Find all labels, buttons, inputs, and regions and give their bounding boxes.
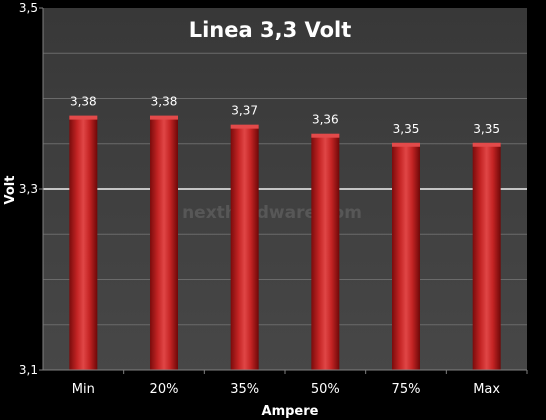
y-tick-labels: 3,1 3,3 3,5	[19, 1, 43, 377]
bar	[69, 116, 98, 370]
bar-value-labels: 3,38 3,38 3,37 3,36 3,35 3,35	[70, 95, 500, 136]
bar-value-label: 3,36	[312, 113, 339, 127]
bars	[69, 115, 501, 371]
y-tick-label: 3,3	[19, 182, 38, 196]
bar-cap	[230, 124, 259, 129]
x-tick-label: Min	[72, 382, 95, 397]
bar-cap	[69, 115, 98, 120]
bar	[230, 125, 259, 371]
x-tick-labels: Min 20% 35% 50% 75% Max	[72, 370, 528, 397]
bar	[472, 143, 501, 370]
bar	[150, 116, 178, 370]
bar-value-label: 3,37	[231, 104, 258, 118]
x-tick-label: 50%	[311, 382, 340, 397]
bar	[392, 143, 420, 370]
bar-cap	[472, 142, 501, 147]
chart-title: Linea 3,3 Volt	[189, 18, 352, 42]
gridlines	[43, 52, 527, 326]
x-tick-label: 35%	[230, 382, 259, 397]
y-tick-label: 3,5	[19, 1, 38, 15]
bar-cap	[311, 133, 340, 138]
x-tick-label: 20%	[150, 382, 179, 397]
y-tick-label: 3,1	[19, 363, 38, 377]
x-tick-label: 75%	[392, 382, 421, 397]
x-tick-label: Max	[473, 382, 500, 397]
bar-value-label: 3,35	[473, 122, 500, 136]
bar	[311, 134, 340, 370]
bar-value-label: 3,35	[393, 122, 420, 136]
bar-cap	[392, 142, 420, 147]
bar-value-label: 3,38	[70, 95, 97, 109]
x-axis-title: Ampere	[262, 404, 319, 419]
bar-cap	[150, 115, 178, 120]
y-axis-title: Volt	[3, 176, 18, 205]
bar-value-label: 3,38	[151, 95, 178, 109]
